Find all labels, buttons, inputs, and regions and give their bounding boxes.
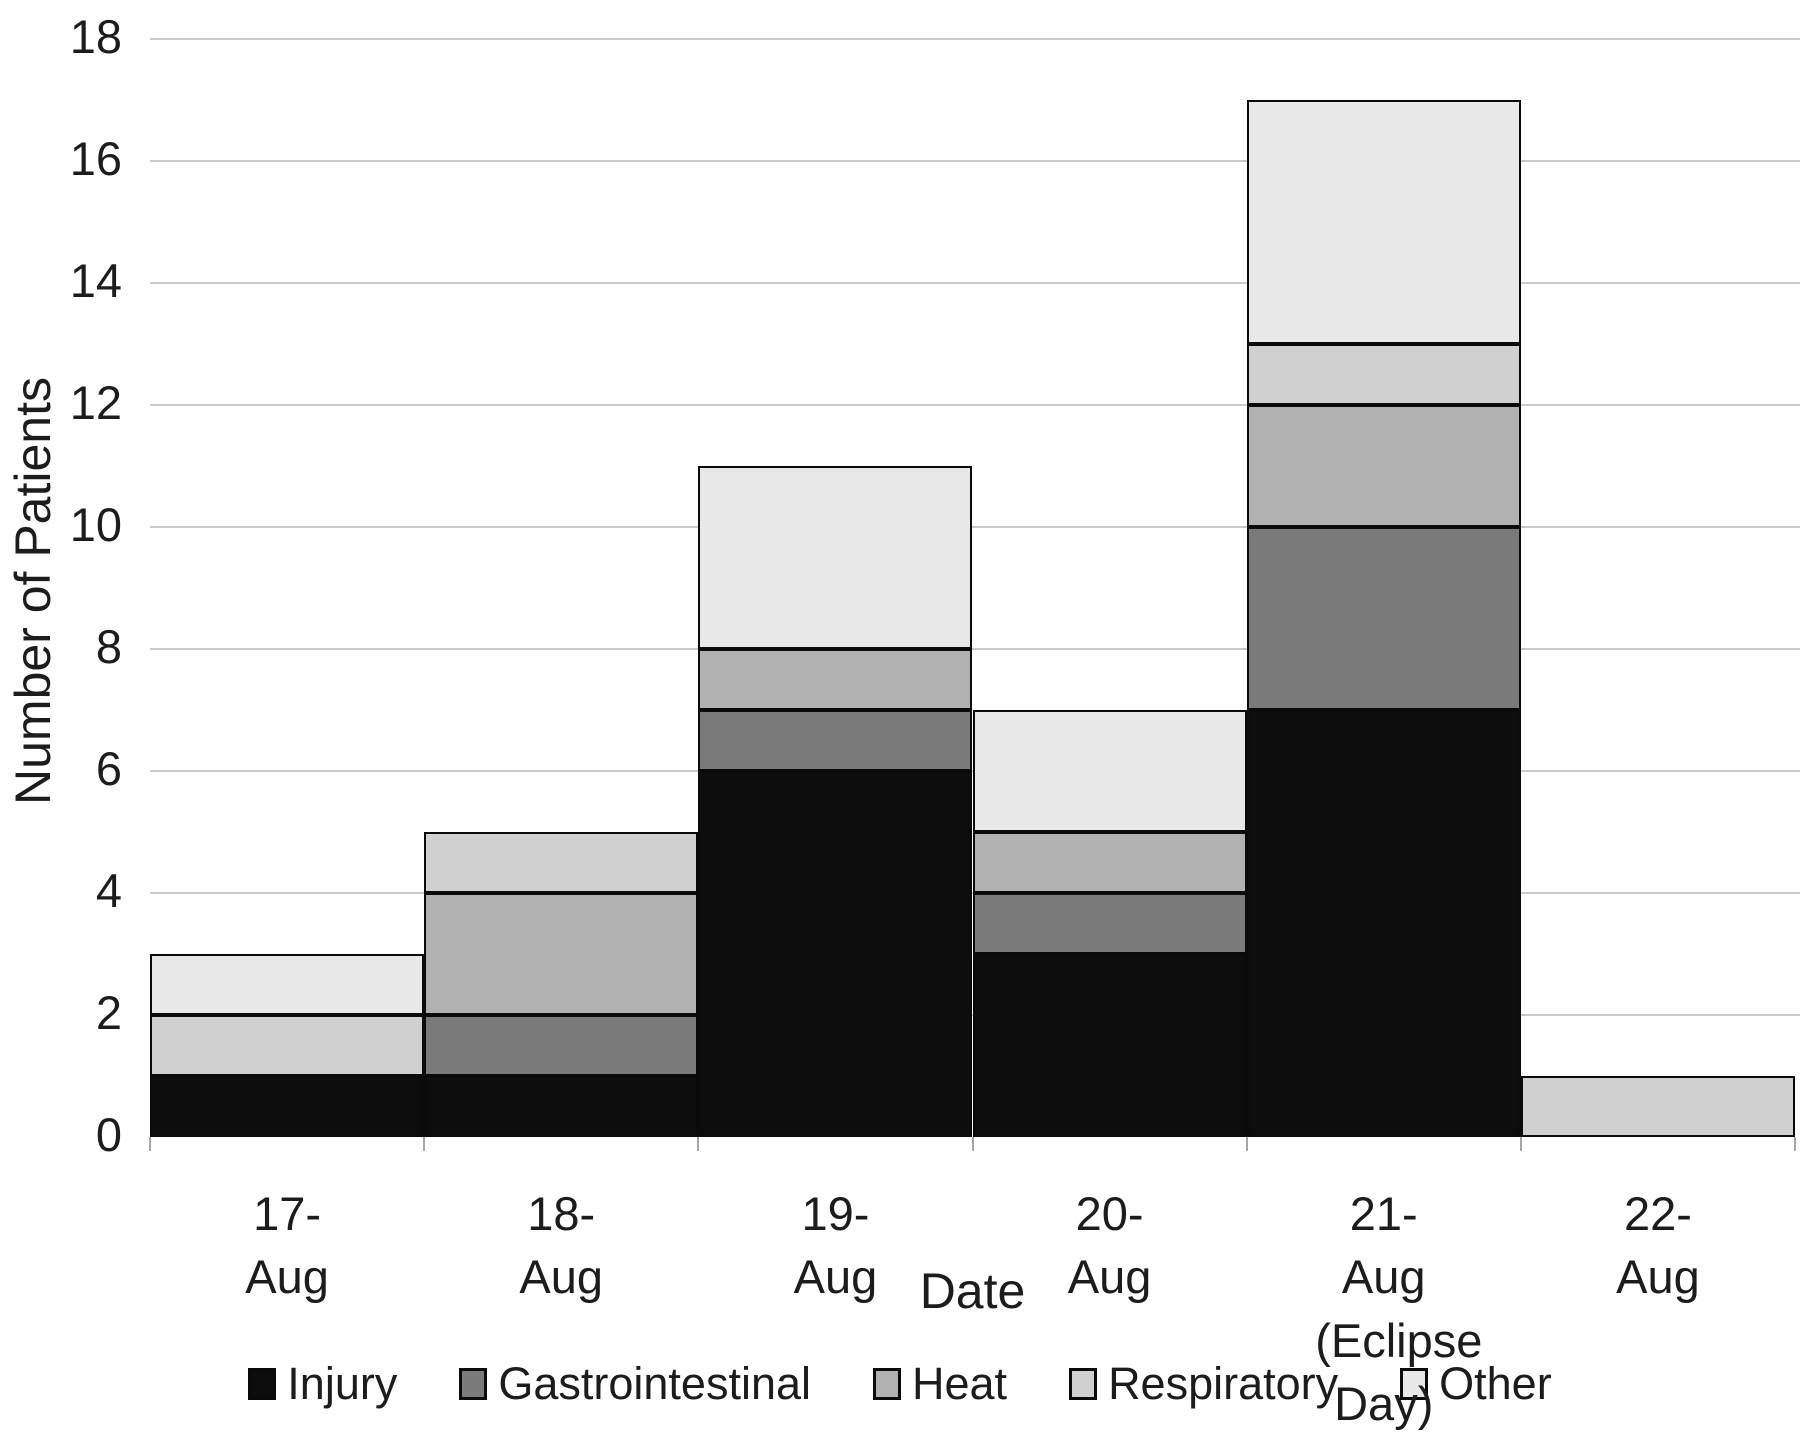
x-tick-mark <box>971 1137 974 1151</box>
y-tick-label: 2 <box>95 986 122 1039</box>
legend-item-other: Other <box>1400 1358 1552 1410</box>
bar-segment-heat <box>1246 405 1521 527</box>
x-tick-mark <box>1245 1137 1248 1151</box>
legend-label-injury: Injury <box>287 1358 398 1409</box>
y-tick-label: 6 <box>95 742 122 795</box>
y-tick-label: 4 <box>95 864 122 917</box>
y-tick-label: 16 <box>69 132 122 185</box>
gridline <box>150 282 1800 284</box>
legend-swatch-injury-icon <box>248 1368 277 1400</box>
x-tick-mark <box>423 1137 426 1151</box>
legend-item-injury: Injury <box>248 1358 397 1410</box>
bar-segment-gastrointestinal <box>424 1015 699 1076</box>
bar-segment-heat <box>972 832 1247 893</box>
bar-segment-gastrointestinal <box>1246 527 1521 710</box>
bar-segment-respiratory <box>1520 1076 1795 1137</box>
bar-segment-gastrointestinal <box>698 710 973 771</box>
legend: Injury Gastrointestinal Heat Respiratory Oth… <box>0 1358 1800 1410</box>
bar-segment-other <box>1246 100 1521 344</box>
legend-item-heat: Heat <box>873 1358 1007 1410</box>
bar-segment-gastrointestinal <box>972 893 1247 954</box>
legend-swatch-heat-icon <box>873 1368 901 1400</box>
x-tick-label: 20-Aug <box>1067 1187 1152 1304</box>
x-tick-mark <box>1794 1137 1796 1151</box>
x-tick-label: 18-Aug <box>519 1187 604 1304</box>
x-tick-label: 19-Aug <box>793 1187 878 1304</box>
bar-segment-injury <box>424 1076 699 1137</box>
legend-swatch-gastrointestinal-icon <box>459 1368 488 1400</box>
legend-label-respiratory: Respiratory <box>1108 1358 1339 1409</box>
legend-item-respiratory: Respiratory <box>1069 1358 1338 1410</box>
legend-swatch-other-icon <box>1400 1368 1429 1400</box>
bar-segment-respiratory <box>1246 344 1521 405</box>
gridline <box>150 38 1800 40</box>
gridline <box>150 648 1800 650</box>
bar-segment-heat <box>698 649 973 710</box>
legend-label-gastrointestinal: Gastrointestinal <box>498 1358 811 1409</box>
gridline <box>150 526 1800 528</box>
x-tick-label: 22-Aug <box>1616 1187 1700 1304</box>
bar-segment-other <box>972 710 1247 832</box>
legend-label-heat: Heat <box>912 1358 1008 1409</box>
bar-segment-other <box>698 466 973 649</box>
y-tick-label: 12 <box>69 376 122 429</box>
y-tick-label: 8 <box>95 620 122 673</box>
y-tick-label: 0 <box>95 1108 122 1161</box>
bar-segment-injury <box>698 771 973 1137</box>
bar-segment-injury <box>150 1076 425 1137</box>
y-tick-label: 14 <box>69 254 122 307</box>
y-tick-label: 18 <box>69 10 122 63</box>
gridline <box>150 160 1800 162</box>
bar-segment-other <box>150 954 425 1015</box>
bar-segment-respiratory <box>424 832 699 893</box>
y-tick-label: 10 <box>69 498 122 551</box>
bar-segment-injury <box>972 954 1247 1137</box>
x-tick-label: 21-Aug (Eclipse Day) <box>1315 1187 1483 1431</box>
x-tick-mark <box>1519 1137 1522 1151</box>
legend-swatch-respiratory-icon <box>1069 1368 1098 1400</box>
gridline <box>150 404 1800 406</box>
legend-label-other: Other <box>1439 1358 1552 1409</box>
x-axis-title: Date <box>919 1263 1026 1319</box>
x-tick-label: 17-Aug <box>245 1187 329 1304</box>
bar-segment-injury <box>1246 710 1521 1137</box>
x-tick-mark <box>149 1137 151 1151</box>
x-tick-mark <box>697 1137 700 1151</box>
bar-segment-respiratory <box>150 1015 425 1076</box>
legend-item-gastrointestinal: Gastrointestinal <box>459 1358 811 1410</box>
bar-segment-heat <box>424 893 699 1015</box>
